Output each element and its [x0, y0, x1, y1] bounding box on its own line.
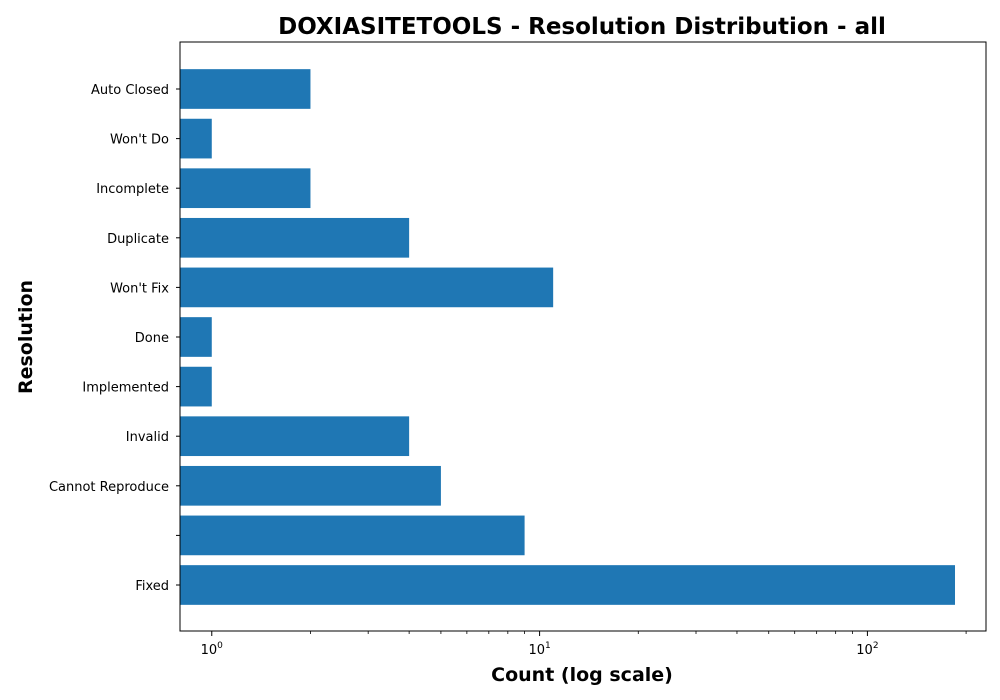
bar	[180, 565, 956, 605]
x-axis: 100 101 102	[201, 631, 967, 658]
y-tick-label: Implemented	[82, 381, 169, 396]
bar	[180, 217, 410, 258]
x-tick-label: 100	[201, 641, 224, 658]
y-tick-label: Fixed	[135, 579, 169, 594]
y-tick-label: Won't Do	[110, 133, 169, 148]
x-tick-label: 102	[856, 641, 878, 658]
bar	[180, 267, 554, 308]
bars-group	[180, 69, 956, 605]
y-tick-label: Invalid	[126, 430, 169, 445]
y-tick-label: Duplicate	[107, 232, 169, 247]
x-axis-label: Count (log scale)	[491, 664, 673, 686]
bar	[180, 69, 311, 109]
y-tick-label: Done	[135, 331, 169, 346]
bar	[180, 515, 525, 556]
y-tick-label: Incomplete	[96, 182, 169, 197]
bar	[180, 168, 311, 209]
y-tick-label: Won't Fix	[110, 281, 169, 296]
bar	[180, 465, 441, 506]
bar	[180, 317, 212, 357]
y-tick-label: Cannot Reproduce	[49, 480, 169, 495]
y-tick-label: Auto Closed	[91, 83, 169, 98]
y-axis-label: Resolution	[15, 280, 37, 394]
y-axis: Fixed Cannot Reproduce Invalid Implemented D…	[49, 83, 180, 594]
bar	[180, 366, 212, 407]
bar	[180, 416, 410, 457]
chart-title: DOXIASITETOOLS - Resolution Distribution…	[278, 14, 886, 40]
x-tick-label: 101	[528, 641, 550, 658]
bar	[180, 118, 212, 159]
